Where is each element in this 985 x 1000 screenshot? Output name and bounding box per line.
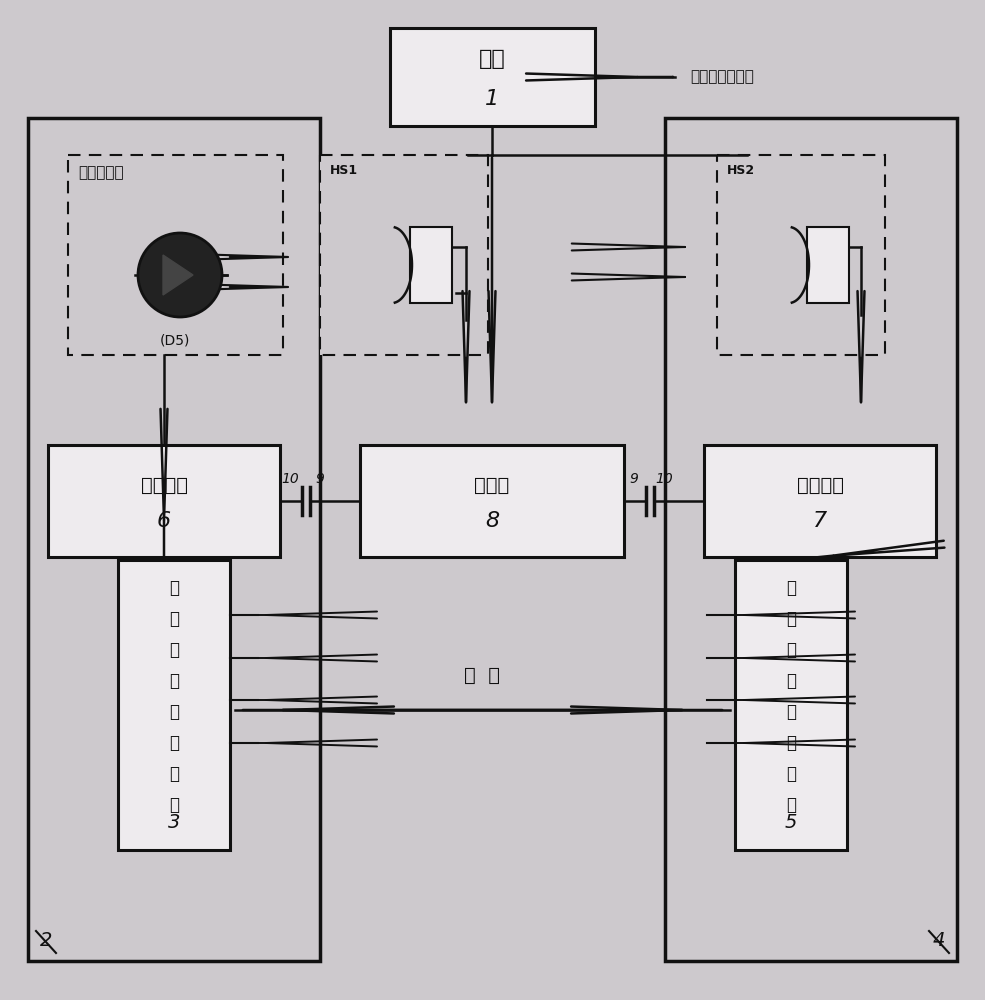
Text: 发: 发: [786, 734, 796, 752]
Text: 器: 器: [169, 703, 179, 721]
Text: 保: 保: [169, 641, 179, 659]
Text: 幕: 幕: [169, 610, 179, 628]
Text: 移  动: 移 动: [464, 666, 500, 684]
Bar: [807, 227, 849, 303]
Bar: [735, 560, 847, 850]
Polygon shape: [163, 255, 193, 295]
Bar: [665, 118, 957, 961]
Text: 4: 4: [933, 932, 946, 950]
Text: 5: 5: [785, 812, 797, 832]
Bar: [28, 118, 320, 961]
Text: 1: 1: [485, 89, 499, 109]
Text: 9: 9: [315, 472, 324, 486]
Text: 7: 7: [813, 511, 827, 531]
Text: 右管电盒: 右管电盒: [797, 476, 843, 494]
Text: 10: 10: [655, 472, 673, 486]
Text: 收: 收: [169, 765, 179, 783]
Text: 射: 射: [786, 765, 796, 783]
Bar: [320, 155, 488, 355]
Bar: [717, 155, 885, 355]
Text: 器: 器: [786, 703, 796, 721]
Text: 端: 端: [169, 796, 179, 814]
Text: (D5): (D5): [160, 333, 190, 347]
Bar: [118, 560, 230, 850]
Text: 护: 护: [786, 672, 796, 690]
Text: 8: 8: [485, 511, 499, 531]
Bar: [68, 155, 283, 355]
Text: 红外发射头: 红外发射头: [78, 165, 124, 180]
Text: 门机信号输出端: 门机信号输出端: [690, 70, 754, 85]
Text: 6: 6: [157, 511, 171, 531]
Text: 接: 接: [169, 734, 179, 752]
Text: 2: 2: [39, 932, 52, 950]
Circle shape: [138, 233, 222, 317]
Text: 左管电盒: 左管电盒: [141, 476, 187, 494]
Text: 光: 光: [169, 579, 179, 597]
Text: HS2: HS2: [727, 164, 755, 178]
Text: 10: 10: [281, 472, 298, 486]
Text: 端: 端: [786, 796, 796, 814]
Bar: [390, 28, 595, 126]
Text: 保: 保: [786, 641, 796, 659]
Bar: [360, 445, 624, 557]
Text: 9: 9: [629, 472, 638, 486]
Text: 3: 3: [167, 812, 180, 832]
Text: 主机: 主机: [479, 49, 505, 69]
Bar: [48, 445, 280, 557]
Bar: [704, 445, 936, 557]
Bar: [410, 227, 452, 303]
Text: 光: 光: [786, 579, 796, 597]
Text: 充电盒: 充电盒: [475, 476, 509, 494]
Text: HS1: HS1: [330, 164, 359, 178]
Text: 幕: 幕: [786, 610, 796, 628]
Text: 护: 护: [169, 672, 179, 690]
